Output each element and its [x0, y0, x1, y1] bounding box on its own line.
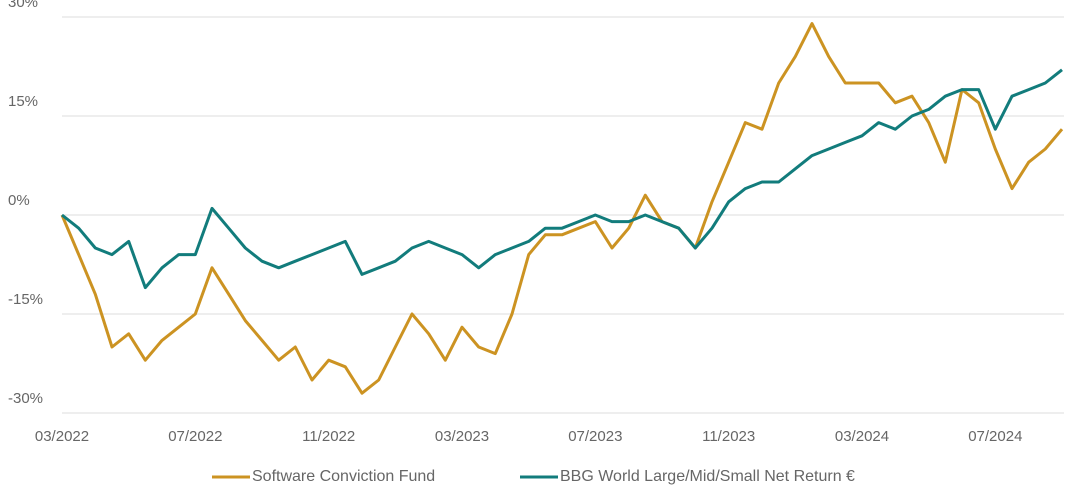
- x-tick-label: 03/2024: [835, 428, 889, 445]
- series-line: [61, 68, 1063, 290]
- x-tick-label: 07/2022: [168, 428, 222, 445]
- x-tick-label: 03/2022: [35, 428, 89, 445]
- legend-label: Software Conviction Fund: [252, 468, 435, 485]
- legend-label: BBG World Large/Mid/Small Net Return €: [560, 468, 855, 485]
- x-tick-label: 03/2023: [435, 428, 489, 445]
- x-tick-label: 11/2022: [302, 428, 355, 445]
- y-tick-label: 15%: [8, 93, 38, 110]
- x-tick-label: 11/2023: [702, 428, 755, 445]
- y-tick-label: -15%: [8, 291, 43, 308]
- series-line: [60, 22, 1064, 395]
- y-tick-label: 30%: [8, 0, 38, 11]
- x-tick-label: 07/2024: [968, 428, 1022, 445]
- y-tick-label: 0%: [8, 192, 30, 209]
- x-tick-label: 07/2023: [568, 428, 622, 445]
- y-tick-label: -30%: [8, 390, 43, 407]
